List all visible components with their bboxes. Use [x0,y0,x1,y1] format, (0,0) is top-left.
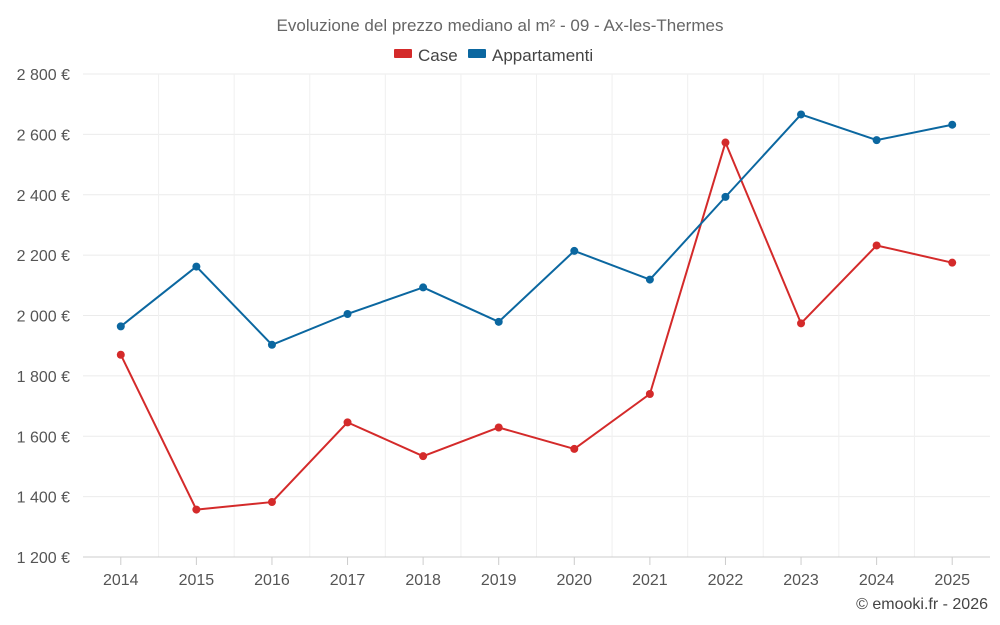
data-point-appartamenti[interactable] [192,262,201,271]
x-tick-label: 2020 [556,572,592,589]
legend-swatch-case [394,49,412,58]
y-tick-label: 2 000 € [17,309,70,326]
data-point-case[interactable] [494,423,503,432]
y-tick-label: 2 200 € [17,248,70,265]
data-point-appartamenti[interactable] [872,136,881,145]
grid [83,73,990,557]
series-line-appartamenti [120,113,953,346]
y-tick-label: 1 800 € [17,369,70,386]
data-point-case[interactable] [570,444,579,453]
x-tick-label: 2025 [934,572,970,589]
data-point-case[interactable] [267,498,276,507]
credit-text: © emooki.fr - 2026 [856,596,988,613]
x-tick-label: 2024 [859,572,895,589]
data-point-appartamenti[interactable] [721,192,730,201]
data-point-appartamenti[interactable] [419,283,428,292]
data-point-case[interactable] [645,389,654,398]
y-tick-label: 2 600 € [17,127,70,144]
series-lines [119,113,953,511]
data-point-case[interactable] [797,319,806,328]
x-tick-label: 2018 [405,572,441,589]
data-point-appartamenti[interactable] [797,110,806,119]
axes: 1 200 € 1 400 € 1 600 € 1 800 € 2 000 € 2 200… [17,67,990,589]
x-tick-label: 2015 [179,572,215,589]
legend-item-appartamenti[interactable]: Appartamenti [468,46,593,65]
x-tick-label: 2019 [481,572,517,589]
data-point-case[interactable] [116,350,125,359]
legend: Case Appartamenti [394,46,593,65]
data-point-case[interactable] [948,258,957,267]
x-tick-label: 2014 [103,572,139,589]
data-point-appartamenti[interactable] [570,246,579,255]
legend-label-appartamenti: Appartamenti [492,46,593,65]
y-tick-label: 2 800 € [17,67,70,84]
y-tick-label: 1 200 € [17,550,70,567]
y-tick-label: 2 400 € [17,188,70,205]
data-point-appartamenti[interactable] [116,322,125,331]
y-tick-label: 1 400 € [17,490,70,507]
series-line-case [119,141,953,511]
data-point-appartamenti[interactable] [267,340,276,349]
series-points [116,110,957,514]
data-point-case[interactable] [419,452,428,461]
data-point-appartamenti[interactable] [343,309,352,318]
x-tick-label: 2017 [330,572,366,589]
data-point-case[interactable] [721,138,730,147]
legend-swatch-appartamenti [468,49,486,58]
data-point-case[interactable] [872,241,881,250]
x-tick-label: 2021 [632,572,668,589]
data-point-appartamenti[interactable] [645,275,654,284]
x-tick-label: 2023 [783,572,819,589]
legend-item-case[interactable]: Case [394,46,458,65]
legend-label-case: Case [418,46,458,65]
chart-title: Evoluzione del prezzo mediano al m² - 09… [277,16,724,35]
data-point-appartamenti[interactable] [494,317,503,326]
x-tick-label: 2016 [254,572,290,589]
data-point-appartamenti[interactable] [948,120,957,129]
data-point-case[interactable] [343,418,352,427]
x-tick-label: 2022 [708,572,744,589]
data-point-case[interactable] [192,505,201,514]
y-tick-label: 1 600 € [17,429,70,446]
